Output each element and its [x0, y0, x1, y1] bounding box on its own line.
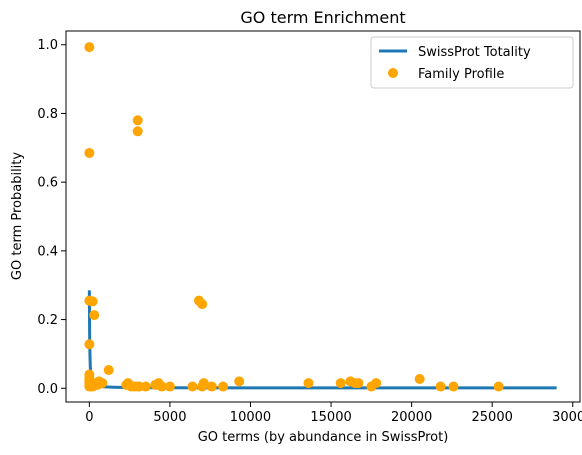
data-point	[448, 381, 459, 392]
data-point	[303, 378, 314, 389]
x-tick-label: 15000	[310, 410, 351, 425]
y-tick-label: 0.4	[37, 244, 58, 259]
legend-label-family-profile: Family Profile	[418, 67, 504, 82]
data-point	[353, 378, 364, 389]
data-point	[84, 42, 95, 53]
x-tick-label: 0	[85, 410, 93, 425]
data-point	[187, 381, 198, 392]
x-tick-label: 20000	[391, 410, 432, 425]
data-point	[97, 378, 108, 389]
data-point	[103, 365, 114, 376]
data-point	[493, 381, 504, 392]
chart-title: GO term Enrichment	[240, 8, 405, 27]
data-point	[156, 381, 167, 392]
data-point	[132, 115, 143, 126]
y-axis-label: GO term Probability	[10, 152, 25, 280]
data-point	[234, 376, 245, 387]
plot-area	[65, 30, 581, 403]
series-line-swissprot	[87, 290, 557, 390]
data-point	[84, 147, 95, 158]
data-point	[198, 378, 209, 389]
legend-label-swissprot: SwissProt Totality	[418, 45, 531, 60]
data-point	[197, 299, 208, 310]
x-tick-label: 5000	[153, 410, 186, 425]
data-point	[435, 381, 446, 392]
y-tick-label: 0.2	[37, 313, 58, 328]
x-tick-label: 25000	[472, 410, 513, 425]
data-point	[84, 339, 95, 350]
legend: SwissProt Totality Family Profile	[370, 36, 574, 89]
data-point	[371, 378, 382, 389]
data-point	[414, 373, 425, 384]
legend-box	[370, 36, 574, 89]
data-point	[87, 296, 98, 307]
axes-frame	[65, 30, 581, 403]
y-tick-label: 0.8	[37, 107, 58, 122]
data-point	[140, 381, 151, 392]
data-point	[335, 378, 346, 389]
data-point	[132, 126, 143, 137]
y-axis: 0.0 0.2 0.4 0.6 0.8 1.0	[37, 38, 66, 397]
data-point	[89, 310, 100, 321]
data-point	[206, 381, 217, 392]
data-point	[218, 381, 229, 392]
y-tick-label: 0.6	[37, 176, 58, 191]
x-tick-label: 10000	[230, 410, 271, 425]
y-tick-label: 0.0	[37, 382, 58, 397]
series-layer	[84, 42, 557, 392]
data-point	[164, 381, 175, 392]
legend-swatch-family-profile	[388, 68, 398, 78]
y-tick-label: 1.0	[37, 38, 58, 53]
x-axis-label: GO terms (by abundance in SwissProt)	[198, 430, 449, 445]
